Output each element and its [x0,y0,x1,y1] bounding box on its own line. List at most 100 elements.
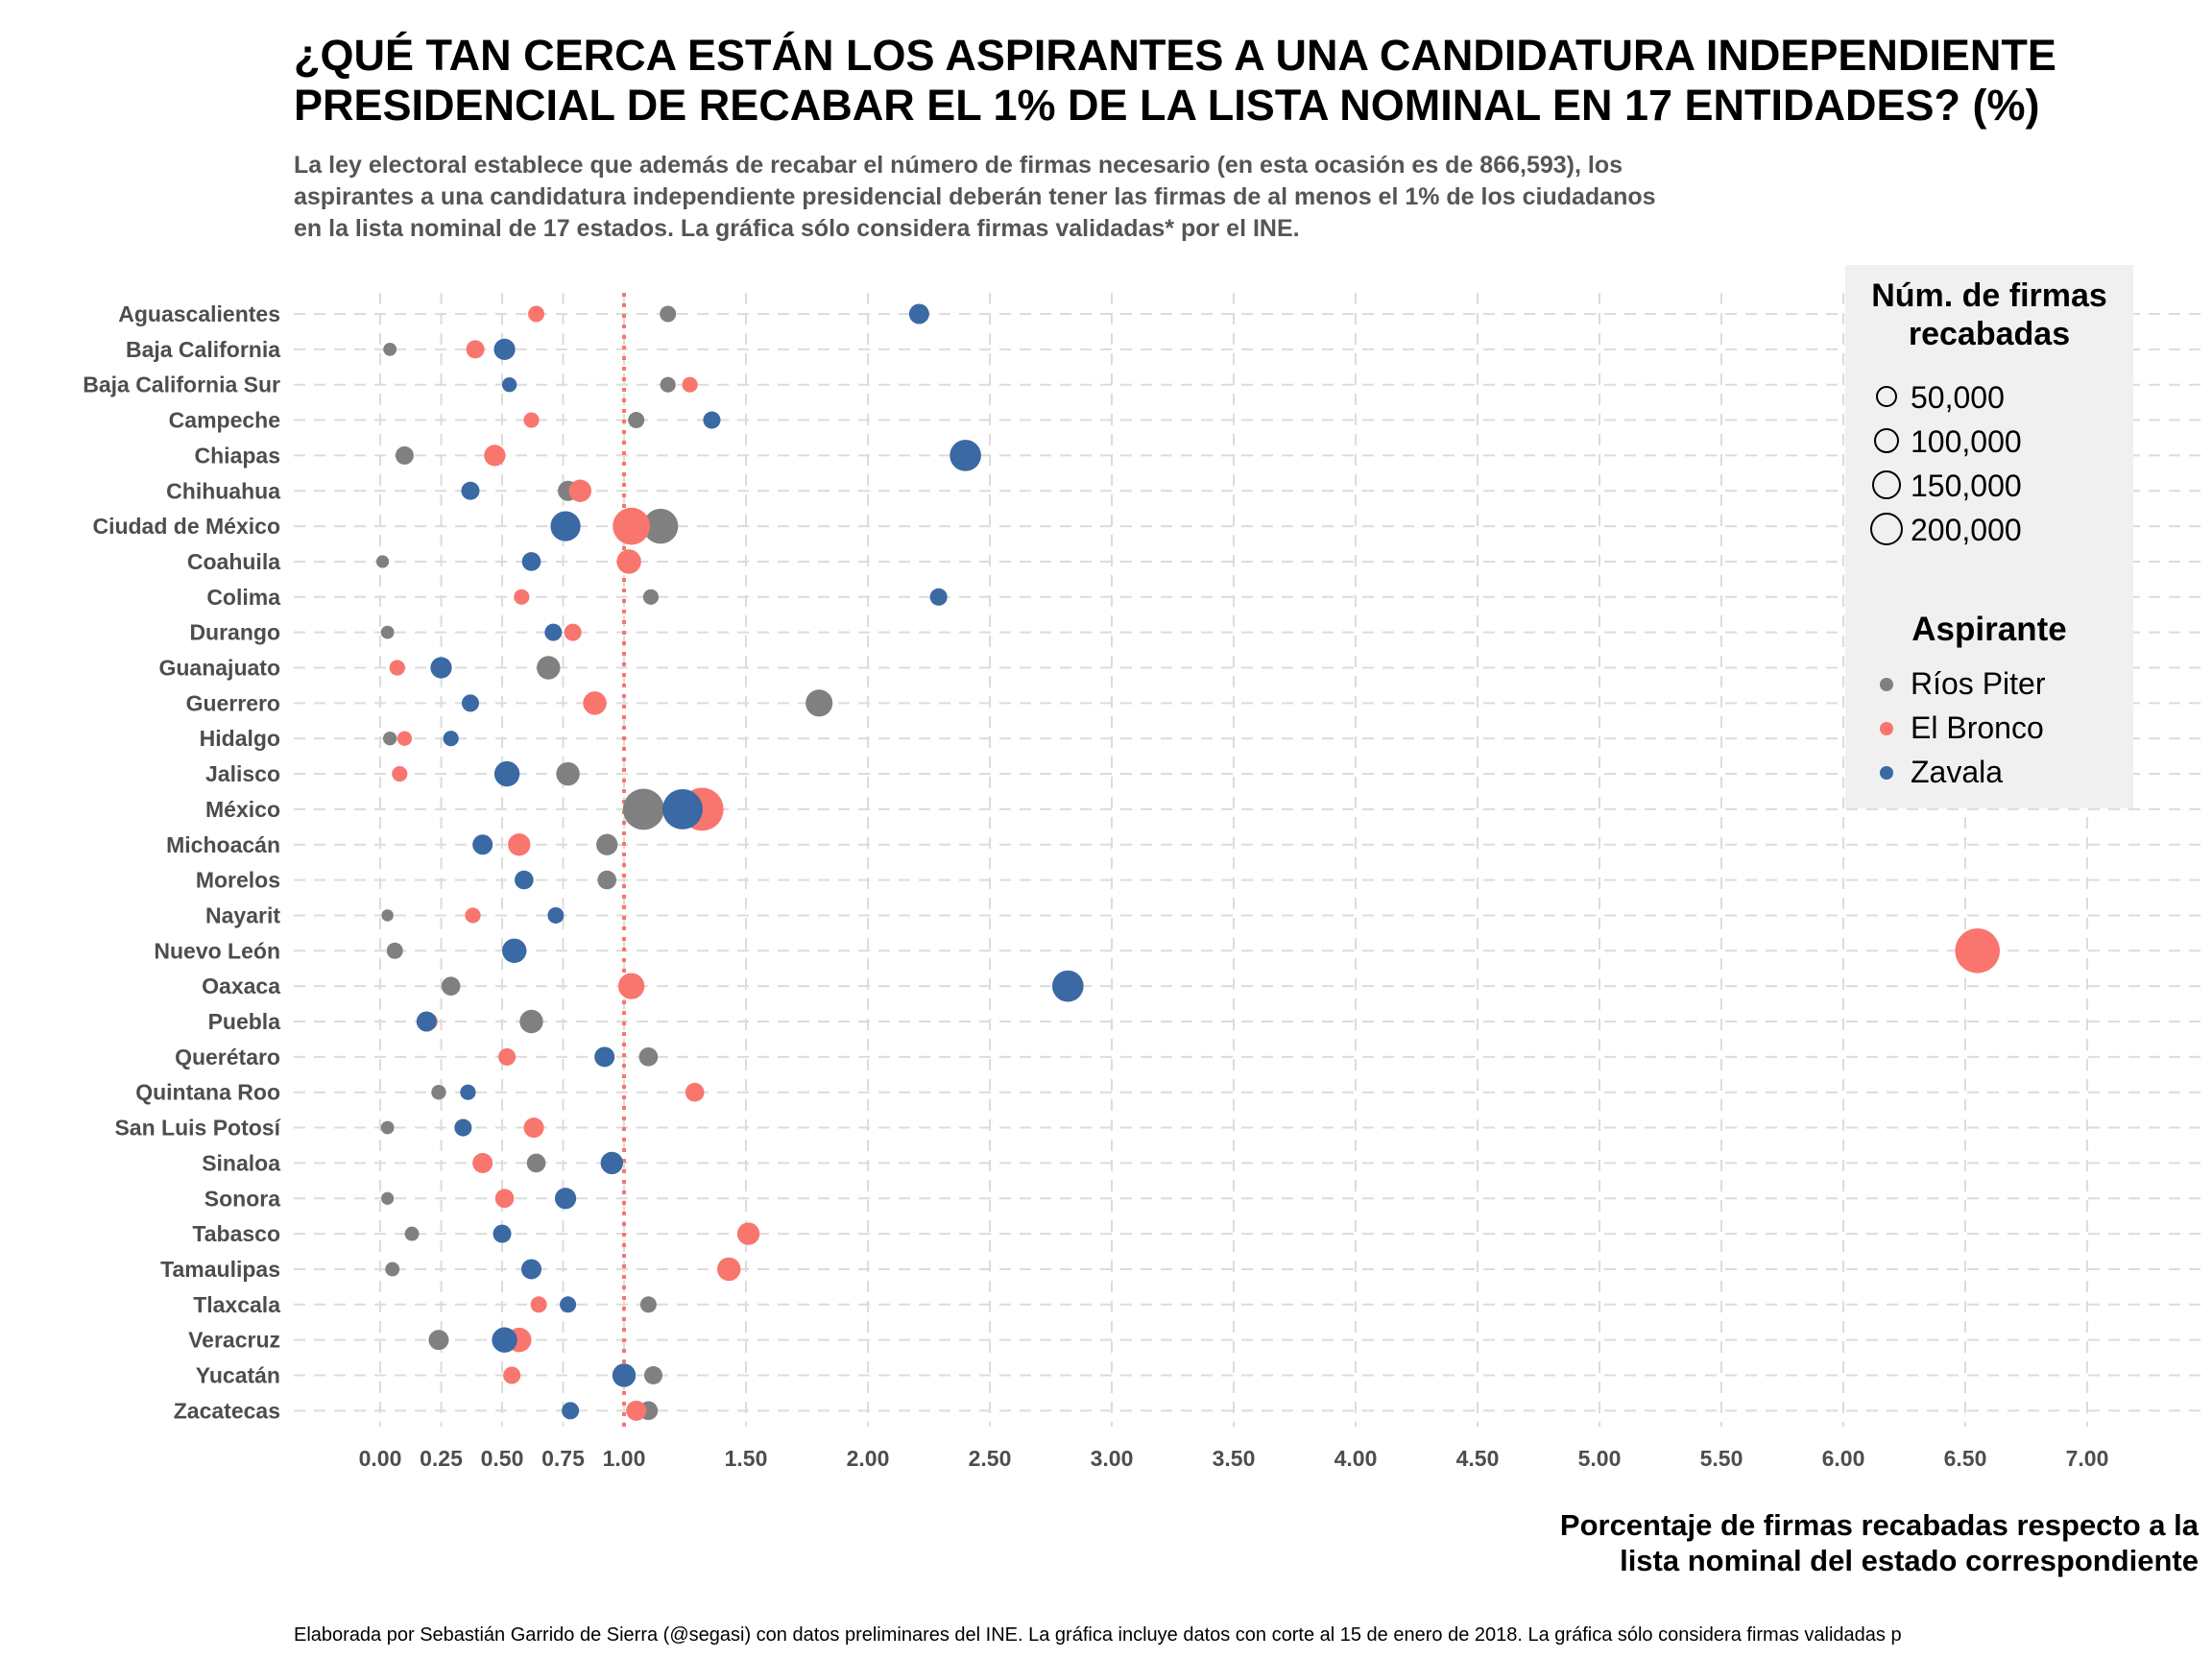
point-zavala-morelos [515,870,534,890]
y-label-tamaulipas: Tamaulipas [160,1257,280,1282]
point-rios-piter-campeche [628,412,645,429]
x-axis-labels: 0.00 0.25 0.50 0.75 1.00 1.50 2.00 2.50 3.00 3.50… [359,1446,2109,1471]
point-el-bronco-nayarit [465,907,481,924]
x-tick-label-0.75: 0.75 [541,1446,585,1471]
point-zavala-quintana-roo [460,1084,476,1100]
y-label-coahuila: Coahuila [187,549,280,574]
point-el-bronco-chiapas [484,445,506,467]
point-el-bronco-baja-california [466,340,485,359]
point-rios-piter-baja-california [383,342,397,356]
x-tick-label-0.25: 0.25 [420,1446,463,1471]
point-zavala-chihuahua [461,481,480,500]
point-zavala-durango [544,623,563,641]
y-label-veracruz: Veracruz [188,1328,280,1353]
y-label-sinaloa: Sinaloa [202,1150,280,1175]
point-el-bronco-aguascalientes [528,305,545,323]
point-rios-piter-tlaxcala [639,1296,657,1313]
y-label-guanajuato: Guanajuato [158,656,280,681]
x-tick-label-6.00: 6.00 [1822,1446,1865,1471]
chart-title-line-1: ¿QUÉ TAN CERCA ESTÁN LOS ASPIRANTES A UN… [294,31,2056,80]
color-legend-label-zavala: Zavala [1911,755,2004,789]
point-zavala-michoacan [472,834,493,855]
point-zavala-guanajuato [430,657,452,679]
color-legend-symbol-el-bronco [1880,722,1893,735]
x-tick-label-2.50: 2.50 [969,1446,1012,1471]
point-zavala-puebla [416,1011,437,1032]
y-label-durango: Durango [189,620,280,645]
size-legend-symbol-100000 [1874,428,1899,453]
point-el-bronco-ciudad-de-mexico [613,507,651,545]
y-label-hidalgo: Hidalgo [200,726,280,751]
y-label-baja-california-sur: Baja California Sur [83,373,280,397]
point-el-bronco-guerrero [583,691,607,715]
point-zavala-tamaulipas [520,1259,541,1280]
point-rios-piter-yucatan [643,1365,662,1385]
size-legend-symbol-50000 [1876,386,1897,407]
point-el-bronco-campeche [523,412,540,428]
point-el-bronco-quintana-roo [685,1082,705,1102]
x-tick-label-1.50: 1.50 [725,1446,768,1471]
point-zavala-sonora [554,1188,577,1210]
point-rios-piter-guerrero [805,689,833,717]
x-axis-title-line-1: Porcentaje de firmas recabadas respecto … [1559,1508,2199,1542]
point-rios-piter-michoacan [596,833,618,855]
y-label-ciudad-de-mexico: Ciudad de México [92,514,280,539]
legend: Núm. de firmas recabadas 50,000 100,000 … [1845,265,2133,808]
point-el-bronco-sonora [494,1189,515,1209]
size-legend-title: Núm. de firmas recabadas [1845,276,2133,353]
point-rios-piter-sinaloa [526,1153,546,1173]
point-zavala-hidalgo [443,731,459,747]
point-zavala-baja-california-sur [501,377,517,393]
size-legend-symbol-200000 [1870,513,1903,545]
point-zavala-zacatecas [562,1402,580,1420]
point-el-bronco-chihuahua [568,479,591,502]
point-zavala-san-luis-potosi [454,1118,472,1137]
point-rios-piter-aguascalientes [660,305,677,323]
color-legend-label-el-bronco: El Bronco [1911,710,2044,745]
y-label-aguascalientes: Aguascalientes [118,301,280,326]
y-label-yucatan: Yucatán [196,1363,280,1388]
point-rios-piter-hidalgo [382,732,397,746]
point-zavala-jalisco [493,760,520,787]
point-zavala-coahuila [521,552,541,571]
point-el-bronco-nuevo-leon [1955,928,2000,974]
grid-lines [294,293,2202,1427]
color-legend-label-rios-piter: Ríos Piter [1911,666,2046,701]
x-tick-label-5.00: 5.00 [1578,1446,1622,1471]
y-label-guerrero: Guerrero [186,690,280,715]
point-el-bronco-zacatecas [626,1400,647,1421]
point-el-bronco-coahuila [616,549,641,574]
x-tick-label-4.00: 4.00 [1334,1446,1378,1471]
point-el-bronco-michoacan [508,833,531,856]
point-zavala-tlaxcala [560,1296,577,1313]
chart-caption: Elaborada por Sebastián Garrido de Sierr… [294,1624,1902,1646]
point-el-bronco-queretaro [498,1047,517,1066]
chart-title-line-2: PRESIDENCIAL DE RECABAR EL 1% DE LA LIST… [294,81,2040,130]
y-label-tabasco: Tabasco [192,1221,280,1246]
chart-subtitle-line-2: aspirantes a una candidatura independien… [294,183,1656,210]
y-label-baja-california: Baja California [126,337,280,362]
x-tick-label-0.50: 0.50 [481,1446,524,1471]
x-axis-title-line-2: lista nominal del estado correspondiente [1620,1544,2199,1577]
point-rios-piter-queretaro [638,1047,659,1067]
point-el-bronco-tlaxcala [530,1296,547,1313]
point-el-bronco-tabasco [736,1222,760,1245]
chart-subtitle-line-1: La ley electoral establece que además de… [294,152,1623,179]
x-tick-label-0.00: 0.00 [359,1446,402,1471]
y-label-quintana-roo: Quintana Roo [135,1080,280,1105]
point-rios-piter-nayarit [381,909,394,922]
point-zavala-oaxaca [1051,970,1084,1002]
x-tick-label-1.00: 1.00 [603,1446,646,1471]
y-label-chihuahua: Chihuahua [166,478,280,503]
y-label-nuevo-leon: Nuevo León [154,938,280,963]
x-tick-label-7.00: 7.00 [2066,1446,2109,1471]
point-rios-piter-jalisco [556,761,580,786]
point-zavala-nuevo-leon [501,938,527,964]
point-el-bronco-durango [564,623,582,641]
y-label-mexico: México [205,797,280,822]
y-label-morelos: Morelos [196,868,280,893]
x-tick-label-2.00: 2.00 [847,1446,890,1471]
point-rios-piter-colima [642,589,660,605]
point-zavala-ciudad-de-mexico [550,511,581,541]
